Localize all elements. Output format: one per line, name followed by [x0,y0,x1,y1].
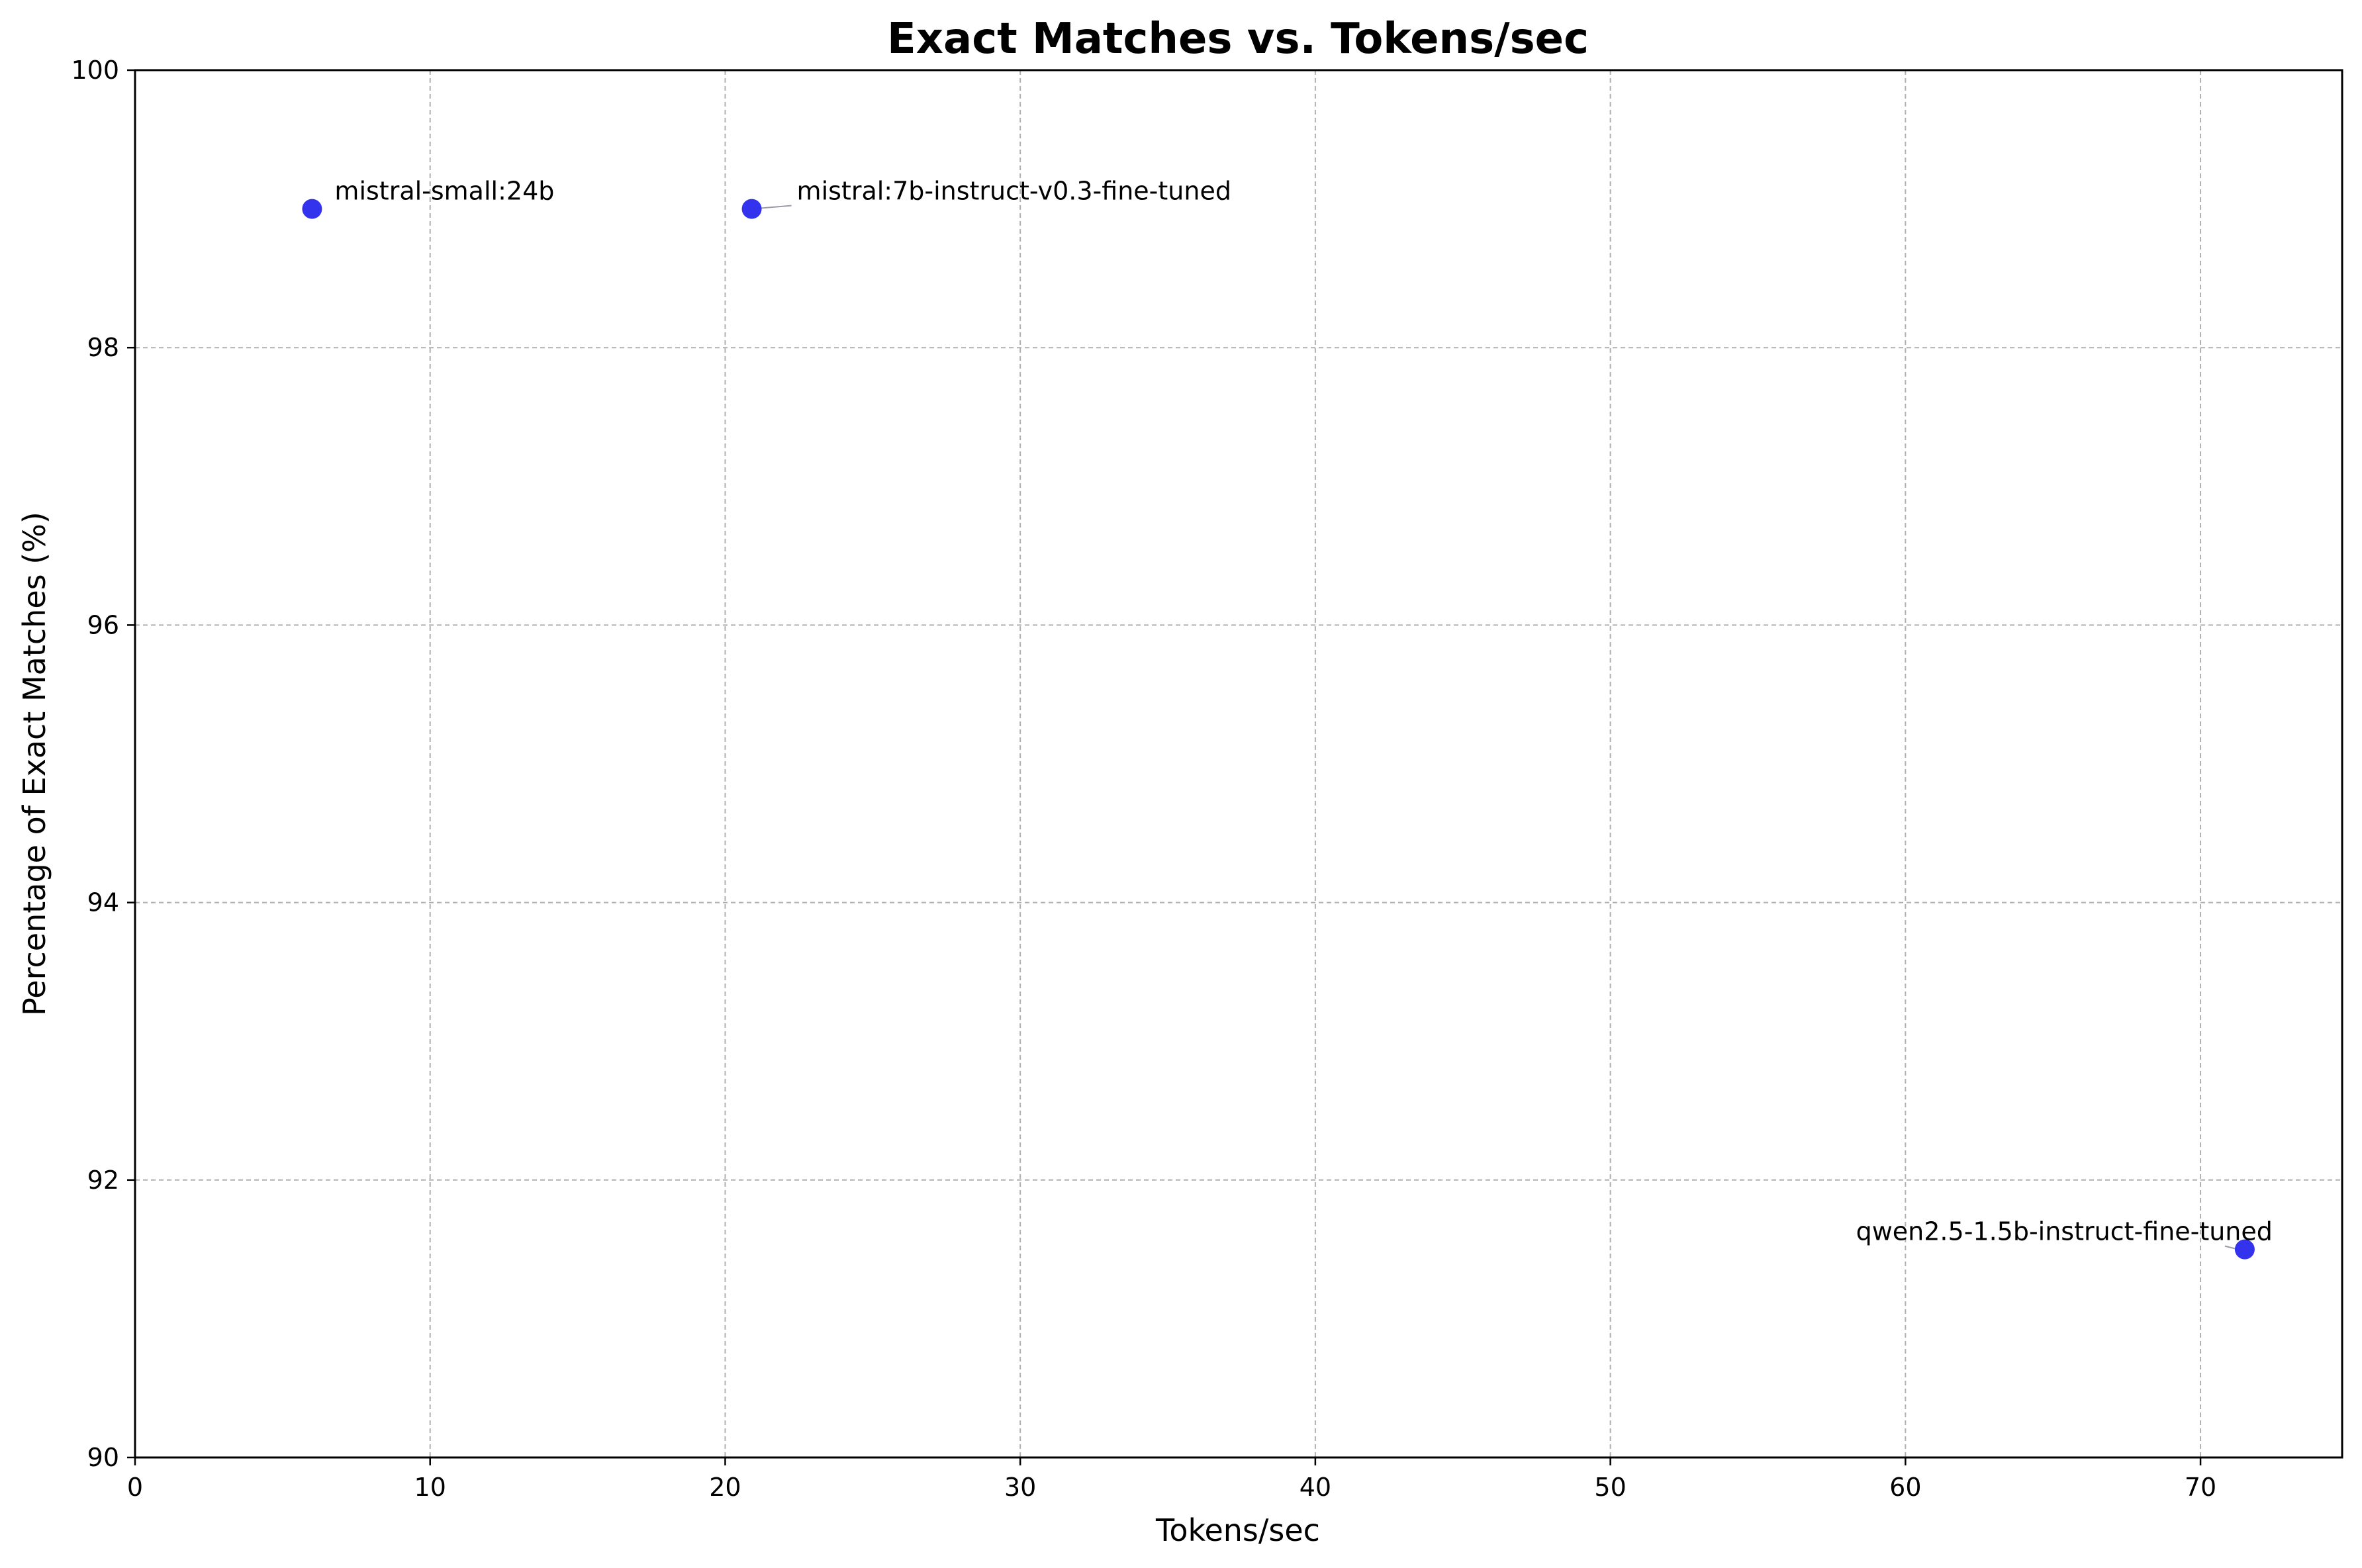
x-tick-label: 30 [1004,1473,1036,1502]
y-tick-label: 96 [87,610,119,639]
x-tick-label: 10 [414,1473,446,1502]
point-label: mistral-small:24b [334,177,554,206]
x-tick-label: 40 [1299,1473,1331,1502]
x-tick-label: 20 [709,1473,741,1502]
x-tick-label: 0 [127,1473,143,1502]
x-tick-label: 70 [2185,1473,2216,1502]
y-tick-label: 100 [71,56,119,85]
y-tick-label: 90 [87,1443,119,1472]
scatter-point [2234,1239,2255,1260]
point-labels: mistral-small:24b mistral:7b-instruct-v0.… [334,177,2272,1246]
scatter-point [741,199,762,219]
scatter-point [302,199,322,219]
plot-frame [134,69,2343,1459]
y-axis-label: Percentage of Exact Matches (%) [17,512,52,1016]
chart-title: Exact Matches vs. Tokens/sec [887,15,1589,64]
y-tick-label: 92 [87,1166,119,1195]
point-label: qwen2.5-1.5b-instruct-fine-tuned [1856,1217,2273,1246]
point-label: mistral:7b-instruct-v0.3-fine-tuned [797,177,1231,206]
grid-lines [135,70,2342,1457]
y-tick-label: 94 [87,888,119,917]
data-points [302,199,2255,1260]
axis-ticks: 0 10 20 30 40 50 60 70 90 92 94 96 98 100 [71,56,2216,1502]
x-tick-label: 50 [1594,1473,1626,1502]
y-tick-label: 98 [87,333,119,362]
x-tick-label: 60 [1889,1473,1921,1502]
x-axis-label: Tokens/sec [1155,1512,1320,1548]
